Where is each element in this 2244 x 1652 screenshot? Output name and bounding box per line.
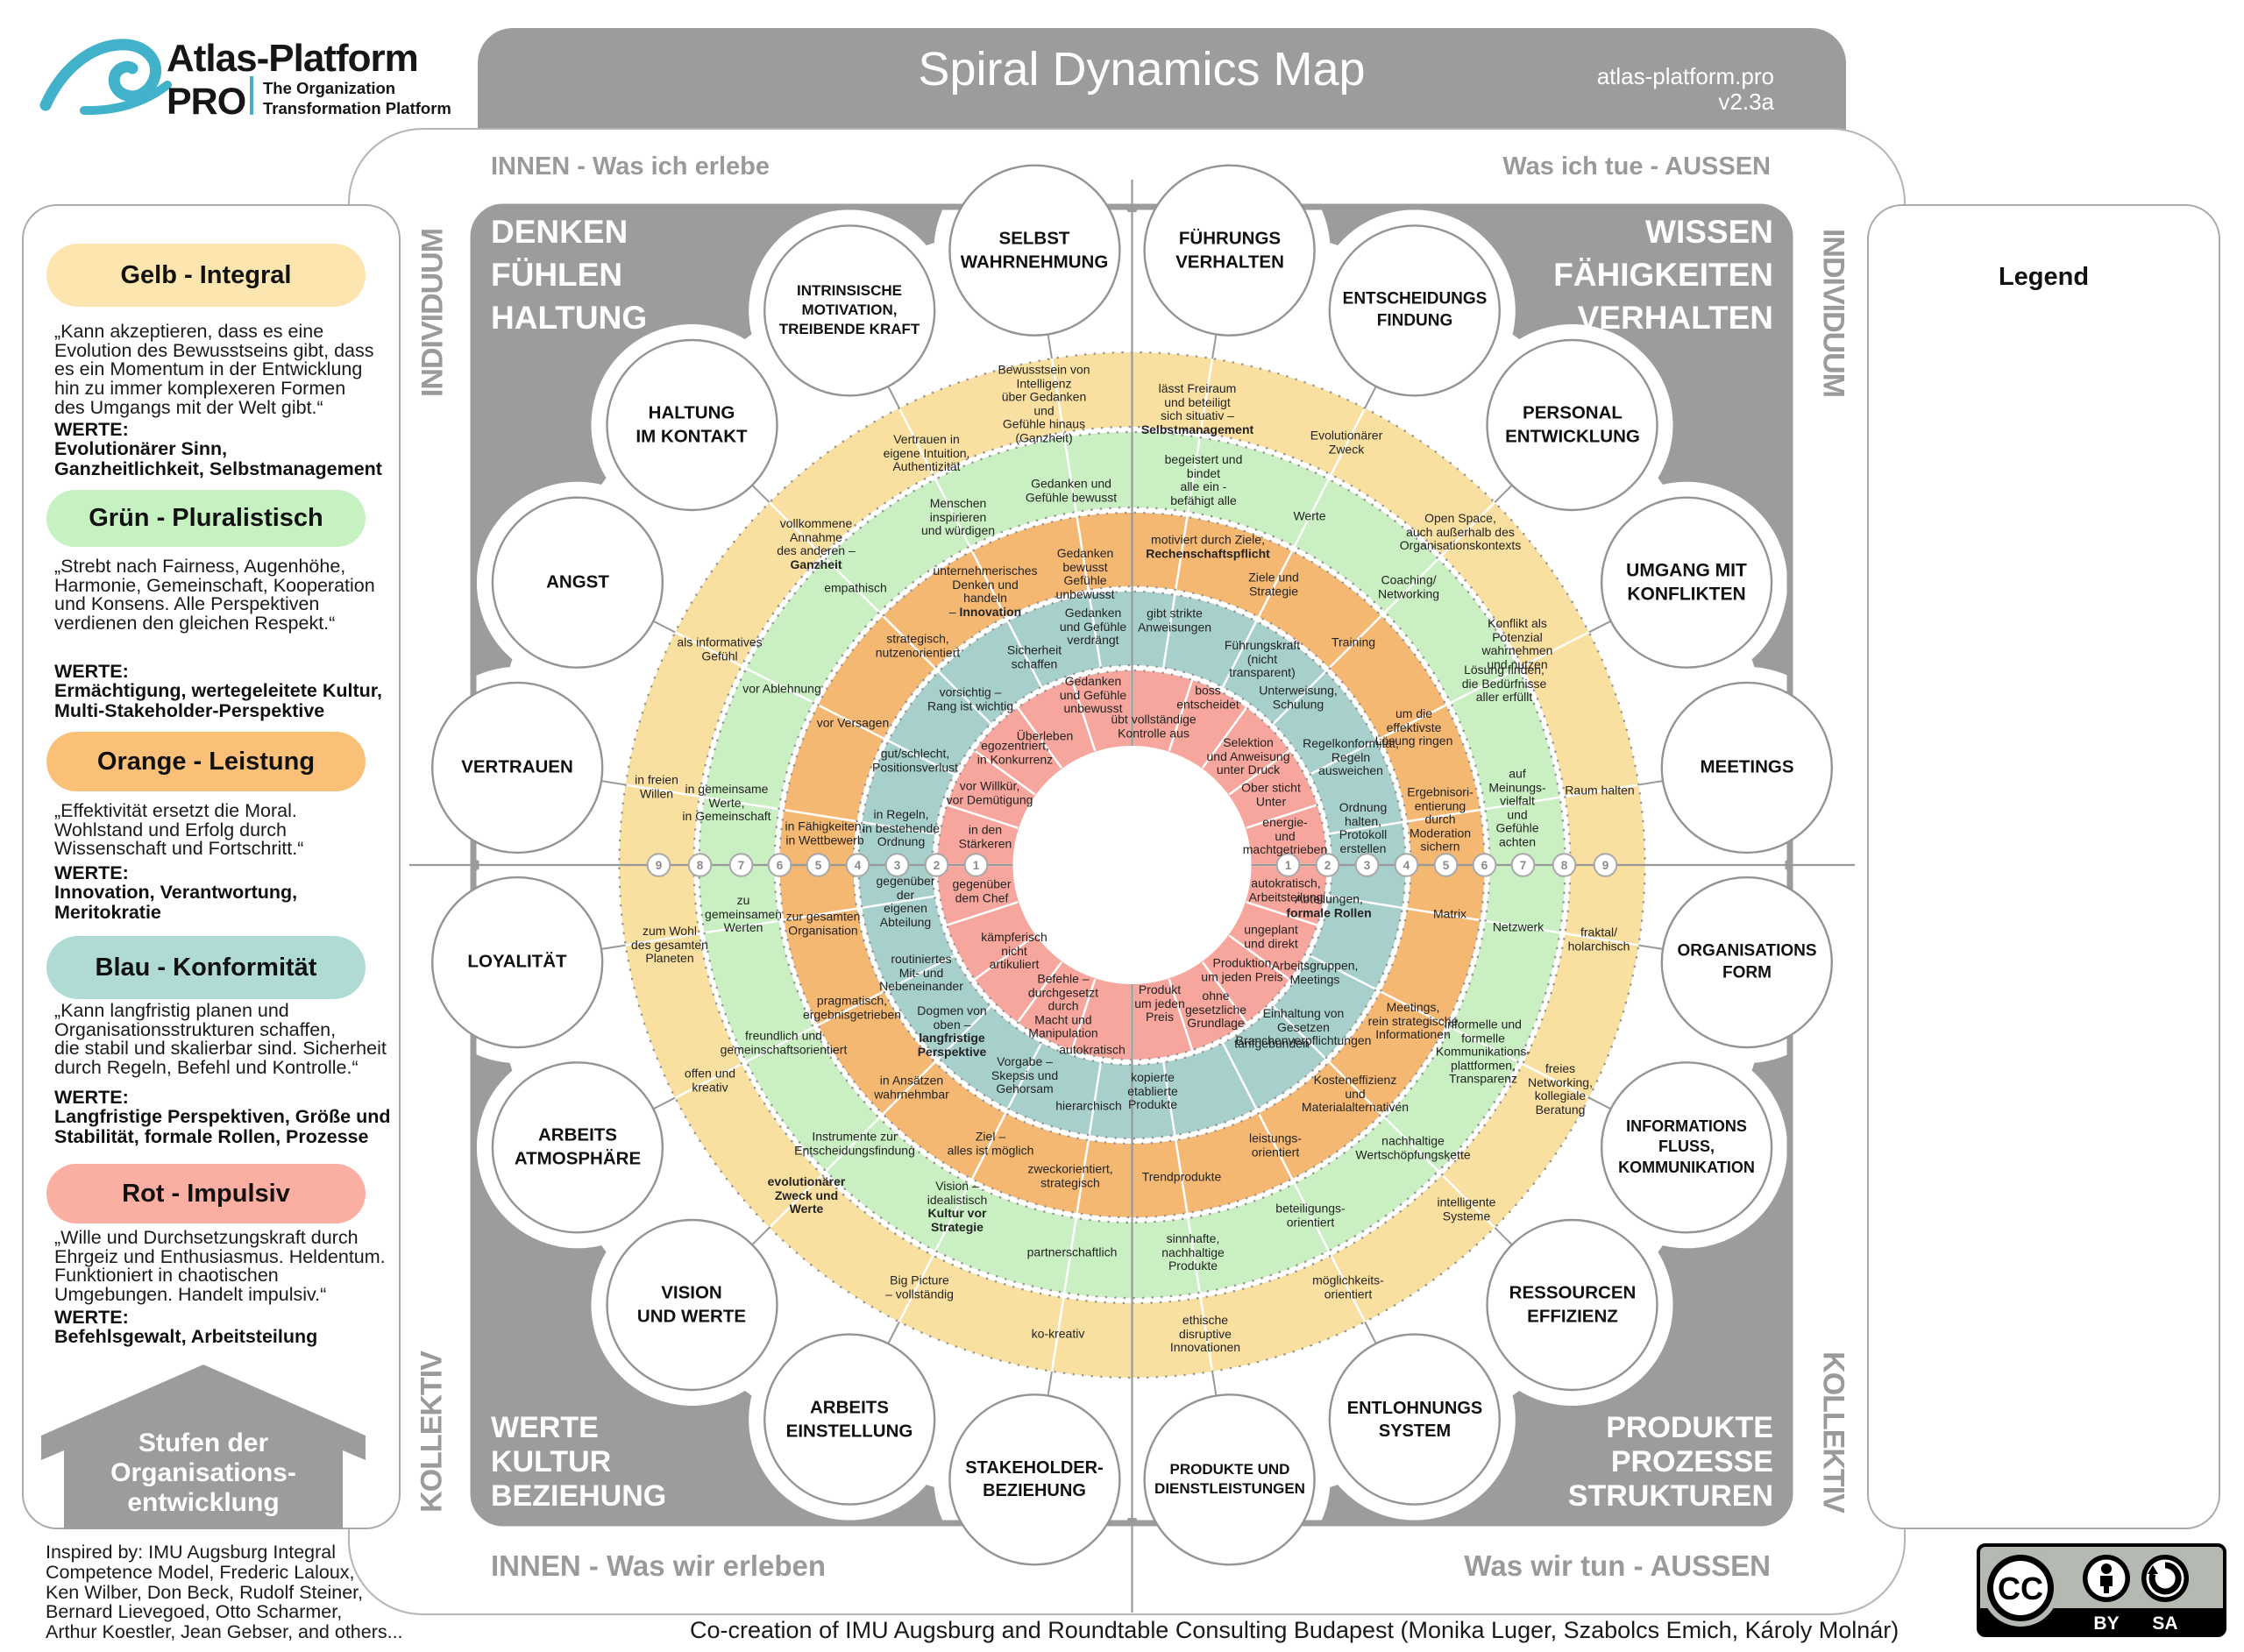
svg-text:1: 1: [1285, 859, 1292, 872]
svg-text:2: 2: [1324, 859, 1331, 872]
svg-text:2: 2: [934, 859, 941, 872]
svg-text:CC: CC: [1998, 1570, 2043, 1606]
svg-text:9: 9: [1602, 859, 1609, 872]
svg-text:3: 3: [1364, 859, 1371, 872]
svg-text:7: 7: [738, 859, 745, 872]
svg-text:3: 3: [894, 859, 901, 872]
svg-text:7: 7: [1520, 859, 1527, 872]
svg-text:9: 9: [656, 859, 663, 872]
svg-text:8: 8: [697, 859, 704, 872]
svg-text:5: 5: [1443, 859, 1450, 872]
svg-text:6: 6: [1481, 859, 1488, 872]
svg-text:BY: BY: [2093, 1613, 2119, 1634]
svg-text:6: 6: [777, 859, 784, 872]
svg-text:1: 1: [973, 859, 980, 872]
svg-text:4: 4: [855, 859, 862, 872]
svg-text:SA: SA: [2152, 1613, 2177, 1634]
svg-text:8: 8: [1561, 859, 1568, 872]
svg-text:5: 5: [815, 859, 822, 872]
svg-text:4: 4: [1403, 859, 1410, 872]
